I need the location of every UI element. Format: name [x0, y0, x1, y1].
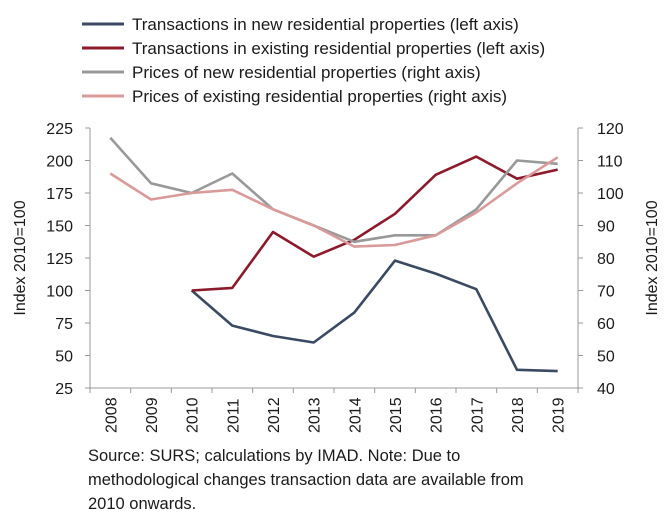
right-tick-label: 40 [597, 381, 615, 398]
right-tick-label: 100 [597, 186, 624, 203]
x-tick-label: 2016 [429, 397, 446, 433]
left-tick-label: 175 [46, 186, 73, 203]
left-tick-label: 25 [55, 381, 73, 398]
right-tick-label: 80 [597, 251, 615, 268]
x-tick-label: 2014 [347, 397, 364, 433]
left-tick-label: 100 [46, 284, 73, 301]
left-tick-label: 50 [55, 349, 73, 366]
legend-label-1: Transactions in new residential properti… [132, 15, 519, 34]
left-tick-label: 125 [46, 251, 73, 268]
right-tick-label: 90 [597, 219, 615, 236]
x-tick-label: 2009 [144, 397, 161, 433]
source-note-line-2: methodological changes transaction data … [88, 471, 524, 489]
series-line-1 [190, 259, 558, 373]
right-tick-label: 70 [597, 284, 615, 301]
series-lines [109, 136, 559, 373]
left-tick-label: 75 [55, 316, 73, 333]
legend: Transactions in new residential properti… [82, 15, 545, 106]
x-tick-label: 2008 [103, 397, 120, 433]
legend-label-2: Transactions in existing residential pro… [132, 39, 545, 58]
x-tick-label: 2013 [307, 397, 324, 433]
right-axis-ticks: 40 50 60 70 80 90 100 110 120 [578, 121, 624, 398]
x-tick-label: 2012 [266, 397, 283, 433]
x-tick-label: 2019 [551, 397, 568, 433]
x-tick-label: 2015 [388, 397, 405, 433]
x-tick-label: 2010 [185, 397, 202, 433]
source-note-line-3: 2010 onwards. [88, 495, 196, 513]
legend-label-4: Prices of existing residential propertie… [132, 87, 507, 106]
right-axis-title: Index 2010=100 [644, 200, 661, 315]
x-tick-label: 2018 [510, 397, 527, 433]
series-line-2 [191, 155, 558, 292]
series-line-4 [109, 156, 559, 248]
right-tick-label: 50 [597, 349, 615, 366]
right-tick-label: 120 [597, 121, 624, 138]
left-tick-label: 150 [46, 219, 73, 236]
x-tick-label: 2017 [469, 397, 486, 433]
legend-label-3: Prices of new residential properties (ri… [132, 63, 481, 82]
right-tick-label: 110 [597, 154, 623, 171]
left-axis-ticks: 25 50 75 100 125 150 175 200 225 [46, 121, 90, 398]
left-tick-label: 200 [46, 154, 73, 171]
x-axis-ticks: 2008 2009 2010 2011 2012 2013 2014 2015 2016 2017… [89, 388, 579, 433]
series-line-3 [109, 136, 558, 244]
left-axis-title: Index 2010=100 [12, 200, 29, 315]
source-note-line-1: Source: SURS; calculations by IMAD. Note… [88, 447, 460, 465]
x-tick-label: 2011 [225, 398, 242, 433]
left-tick-label: 225 [46, 121, 73, 138]
right-tick-label: 60 [597, 316, 615, 333]
